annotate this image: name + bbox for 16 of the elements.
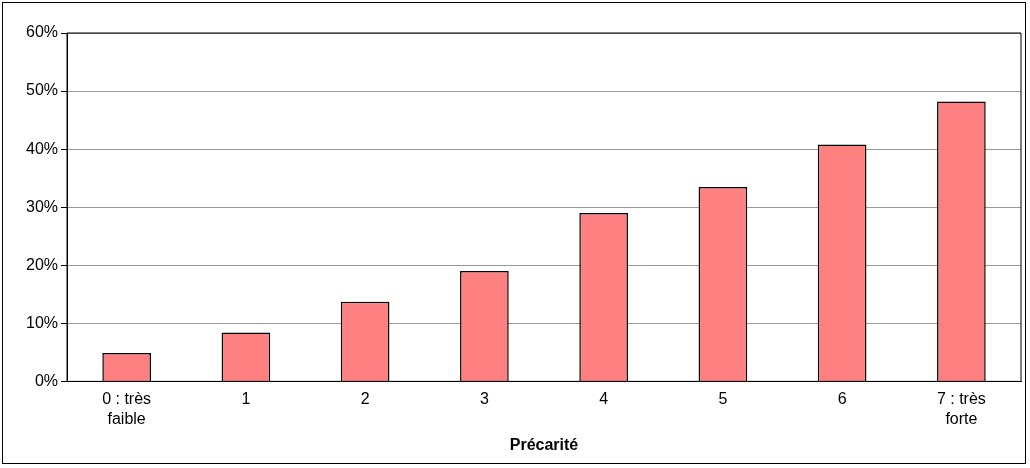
y-tick-label: 40% bbox=[25, 139, 59, 157]
x-tick-label: 6 bbox=[837, 390, 847, 408]
x-tick-label: 0 : très faible bbox=[102, 390, 152, 427]
x-tick-label: 5 bbox=[718, 390, 728, 408]
y-tick-label: 0% bbox=[34, 371, 59, 389]
y-tick-label: 50% bbox=[25, 81, 59, 99]
y-tick-label: 30% bbox=[25, 197, 59, 215]
x-tick-label: 3 bbox=[479, 390, 489, 408]
x-tick-label: 2 bbox=[360, 390, 370, 408]
x-axis-title: Précarité bbox=[509, 435, 579, 453]
x-tick-label: 7 : très forte bbox=[936, 390, 986, 427]
y-tick-label: 10% bbox=[25, 313, 59, 331]
x-tick-label: 1 bbox=[241, 390, 251, 408]
x-tick-label: 4 bbox=[599, 390, 609, 408]
y-tick-label: 20% bbox=[25, 255, 59, 273]
y-tick-label: 60% bbox=[25, 23, 59, 41]
